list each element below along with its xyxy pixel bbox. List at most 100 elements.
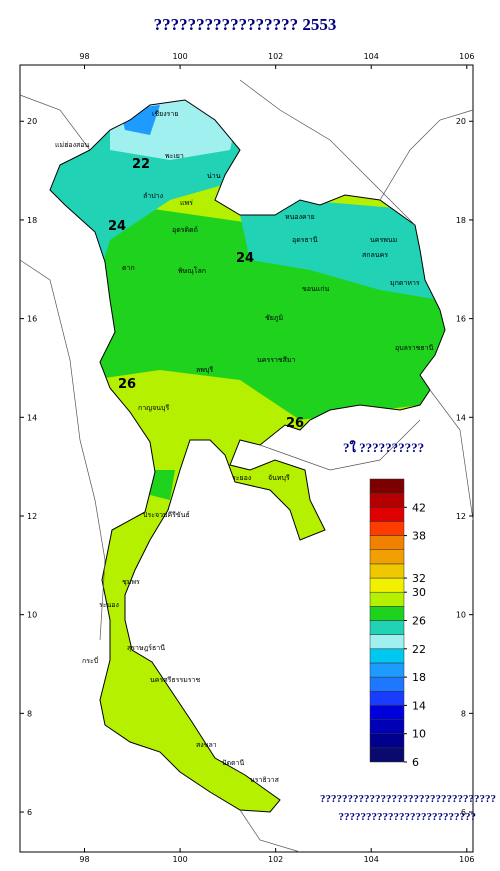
footer-line: ???????????????????????????????? (320, 793, 496, 805)
place: พิษณุโลก (178, 266, 206, 275)
place: อุตรดิตถ์ (172, 226, 198, 234)
place: ขอนแก่น (302, 285, 330, 293)
legend-tick-label: 30 (412, 586, 426, 599)
place: นครศรีธรรมราช (150, 676, 201, 684)
place: ตาก (122, 264, 135, 272)
place: สุราษฎร์ธานี (127, 644, 165, 652)
y-tick-label: 6 (27, 808, 32, 817)
place: นราธิวาส (250, 776, 280, 784)
y-tick-label: 12 (456, 512, 466, 521)
legend-tick-label: 14 (412, 699, 426, 712)
legend-swatch (369, 606, 405, 621)
legend-swatch (369, 577, 405, 593)
x-tick-label: 98 (79, 52, 89, 61)
contour-label: 26 (286, 416, 304, 431)
zone-24-ne (240, 200, 440, 300)
legend-swatch (369, 521, 405, 536)
legend-swatch (369, 591, 405, 607)
title: ????????????????? 2553 (154, 15, 337, 34)
footer-line: ????????????????????????? (339, 811, 477, 823)
legend-swatch (369, 733, 405, 749)
place: นครราชสีมา (257, 356, 296, 364)
place: เชียงราย (152, 110, 178, 118)
legend-swatch (369, 648, 405, 664)
x-tick-label: 100 (172, 52, 187, 61)
legend-swatch (369, 705, 405, 720)
place: แม่ฮ่องสอน (55, 141, 89, 149)
place: หนองคาย (285, 213, 315, 221)
y-tick-label: 14 (27, 413, 37, 422)
contour-label: 26 (118, 377, 136, 392)
zone-26 (50, 190, 445, 420)
y-tick-label: 18 (456, 216, 466, 225)
contour-labels: 22 24 24 26 26 (108, 157, 304, 431)
legend-swatch (369, 676, 405, 692)
legend-tick-label: 26 (412, 615, 426, 628)
country-outline (49, 99, 446, 813)
y-tick-label: 10 (456, 611, 466, 620)
x-tick-label: 98 (79, 855, 89, 864)
legend-tick-label: 22 (412, 643, 426, 656)
x-tick-label: 102 (268, 855, 283, 864)
x-tick-label: 106 (459, 52, 474, 61)
legend-swatch (369, 691, 405, 706)
legend-swatch (369, 563, 405, 579)
legend-title: ?ใ ?????????? (343, 439, 424, 455)
place: จันทบุรี (268, 474, 290, 482)
legend-swatch (369, 634, 405, 650)
y-tick-label: 8 (27, 709, 32, 718)
legend-tick-label: 42 (412, 501, 426, 514)
legend-swatch (369, 620, 405, 635)
y-tick-label: 18 (27, 216, 37, 225)
place: ลำปาง (143, 192, 163, 200)
legend-tick-label: 10 (412, 728, 426, 741)
y-tick-label: 6 (461, 808, 466, 817)
legend-swatch (369, 719, 405, 734)
place: ชัยภูมิ (265, 314, 283, 322)
contour-label: 22 (132, 157, 150, 172)
y-tick-label: 14 (456, 413, 466, 422)
x-tick-label: 102 (268, 52, 283, 61)
place: น่าน (207, 172, 221, 180)
y-tick-label: 16 (27, 315, 37, 324)
zone-22 (110, 100, 250, 160)
place: ระยอง (232, 474, 251, 482)
place: อุบลราชธานี (395, 344, 434, 352)
legend-swatch (369, 478, 405, 494)
place: กาญจนบุรี (138, 404, 169, 412)
y-tick-label: 20 (27, 117, 37, 126)
legend-swatch (369, 492, 405, 508)
legend-swatch (369, 662, 405, 678)
place-labels: เชียงราย แม่ฮ่องสอน พะเยา น่าน ลำปาง แพร… (55, 110, 434, 784)
place: ปัตตานี (222, 759, 244, 767)
legend-tick-label: 32 (412, 572, 426, 585)
place: ประจวบคีรีขันธ์ (143, 511, 190, 519)
contour-label: 24 (108, 219, 126, 234)
legend-swatch (369, 507, 405, 522)
contour-label: 24 (236, 251, 254, 266)
zone-26-b (150, 470, 175, 500)
y-tick-label: 8 (461, 709, 466, 718)
y-tick-label: 16 (456, 315, 466, 324)
y-tick-label: 12 (27, 512, 37, 521)
place: สงขลา (196, 741, 217, 749)
legend-tick-label: 38 (412, 530, 426, 543)
place: ลพบุรี (196, 366, 213, 374)
place: กระบี่ (82, 656, 98, 665)
x-tick-label: 104 (364, 52, 379, 61)
x-tick-label: 106 (459, 855, 474, 864)
x-tick-label: 100 (172, 855, 187, 864)
legend-tick-label: 6 (412, 756, 419, 769)
y-tick-label: 20 (456, 117, 466, 126)
place: แพร่ (180, 199, 193, 207)
x-tick-label: 104 (364, 855, 379, 864)
neighbor-borders (19, 79, 474, 853)
legend-swatch (369, 535, 405, 550)
place: พะเยา (165, 152, 184, 160)
place: สกลนคร (362, 251, 388, 259)
legend-swatch (369, 549, 405, 565)
place: ชุมพร (122, 578, 140, 586)
legend-swatch (369, 747, 405, 763)
